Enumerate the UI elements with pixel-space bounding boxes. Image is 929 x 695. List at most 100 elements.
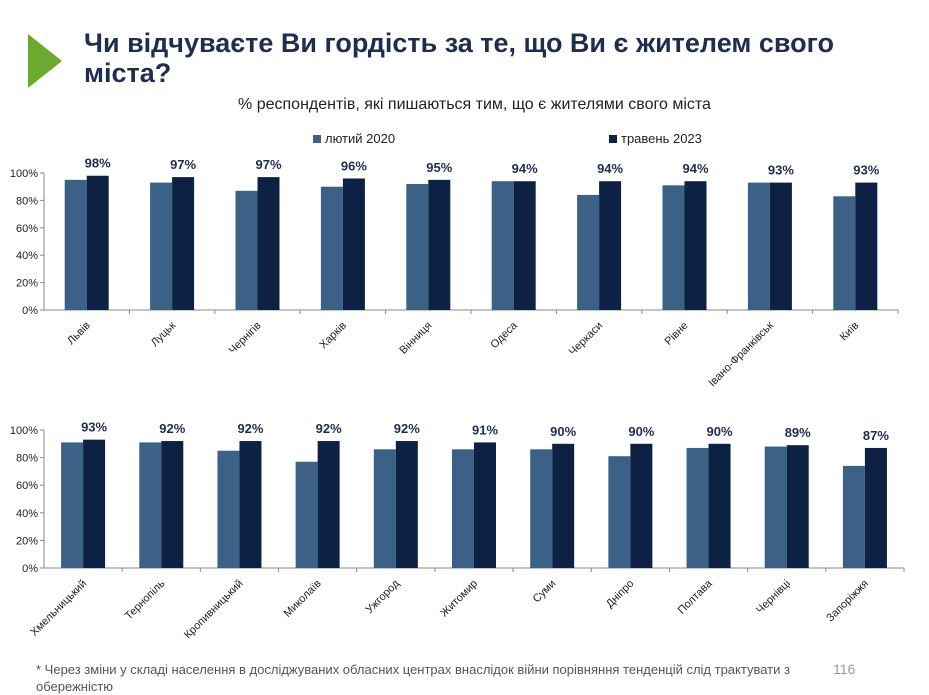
- category-label: Дніпро: [604, 578, 637, 611]
- y-tick-label: 20%: [16, 535, 38, 547]
- bar-lyutyi-2020-10: [764, 446, 787, 568]
- data-label: 92%: [316, 421, 342, 436]
- data-label: 98%: [85, 156, 111, 171]
- category-label: Хмельницький: [28, 578, 89, 639]
- page-title: Чи відчуваєте Ви гордість за те, що Ви є…: [84, 28, 834, 88]
- data-label: 90%: [707, 424, 733, 439]
- y-tick-label: 40%: [16, 250, 38, 262]
- category-label: Чернівці: [754, 578, 793, 617]
- bar-lyutyi-2020-8: [662, 185, 685, 310]
- category-label: Київ: [838, 320, 862, 344]
- category-label: Житомир: [438, 578, 480, 620]
- bar-traven-2023-1: [83, 439, 106, 568]
- data-label: 97%: [255, 157, 281, 172]
- bar-lyutyi-2020-1: [64, 179, 87, 310]
- y-tick-label: 0%: [22, 305, 38, 317]
- y-tick-label: 100%: [10, 168, 38, 180]
- category-label: Харків: [317, 320, 349, 352]
- bar-traven-2023-8: [684, 181, 707, 310]
- footnote: * Через зміни у складі населення в дослі…: [36, 662, 790, 694]
- green-arrow-icon: [28, 34, 62, 88]
- bar-lyutyi-2020-2: [150, 182, 173, 310]
- data-label: 93%: [768, 163, 794, 178]
- y-tick-label: 100%: [10, 425, 38, 437]
- bar-lyutyi-2020-9: [747, 182, 770, 310]
- data-label: 93%: [853, 163, 879, 178]
- category-label: Рівне: [662, 320, 690, 348]
- y-tick-label: 60%: [16, 480, 38, 492]
- bar-lyutyi-2020-11: [842, 465, 865, 568]
- bar-traven-2023-9: [769, 182, 792, 310]
- data-label: 92%: [394, 421, 420, 436]
- data-label: 87%: [863, 428, 889, 443]
- category-label: Вінниця: [397, 320, 434, 357]
- bar-lyutyi-2020-4: [295, 461, 318, 568]
- category-label: Суми: [531, 578, 559, 606]
- bar-traven-2023-4: [317, 441, 340, 568]
- bar-traven-2023-3: [239, 441, 262, 568]
- legend-label-2: травень 2023: [621, 131, 702, 146]
- bar-traven-2023-4: [342, 178, 365, 310]
- bar-traven-2023-2: [161, 441, 184, 568]
- category-label: Львів: [65, 320, 93, 348]
- data-label: 92%: [159, 421, 185, 436]
- bar-traven-2023-10: [855, 182, 878, 310]
- bar-traven-2023-2: [172, 177, 195, 310]
- bar-chart-top: 0% 20% 40% 60% 80% 100% 98% Львів 97% Луцьк 97% Чер…: [10, 131, 899, 390]
- bar-traven-2023-3: [257, 177, 280, 310]
- data-label: 94%: [512, 161, 538, 176]
- bar-lyutyi-2020-2: [139, 442, 162, 568]
- category-label: Ужгород: [364, 577, 403, 616]
- data-label: 96%: [341, 158, 367, 173]
- chart-subtitle: % респондентів, які пишаються тим, що є …: [238, 96, 711, 113]
- category-label: Полтава: [676, 577, 716, 617]
- y-tick-label: 60%: [16, 223, 38, 235]
- bar-traven-2023-7: [599, 181, 622, 310]
- data-label: 90%: [550, 424, 576, 439]
- bar-traven-2023-9: [708, 443, 731, 568]
- category-label: Миколаїв: [282, 578, 324, 620]
- data-label: 97%: [170, 157, 196, 172]
- bar-traven-2023-11: [864, 447, 887, 568]
- bar-lyutyi-2020-4: [320, 186, 343, 310]
- y-tick-label: 0%: [22, 563, 38, 575]
- data-label: 94%: [597, 161, 623, 176]
- data-label: 93%: [81, 420, 107, 435]
- category-label: Черкаси: [567, 320, 605, 358]
- bar-traven-2023-10: [786, 445, 809, 568]
- bar-traven-2023-1: [86, 175, 109, 310]
- y-tick-label: 80%: [16, 195, 38, 207]
- data-label: 95%: [426, 160, 452, 175]
- bar-lyutyi-2020-3: [235, 190, 258, 310]
- data-label: 92%: [237, 421, 263, 436]
- y-tick-label: 80%: [16, 453, 38, 465]
- bar-lyutyi-2020-8: [608, 456, 631, 568]
- category-label: Луцьк: [149, 320, 179, 350]
- bar-lyutyi-2020-10: [833, 196, 856, 310]
- data-label: 94%: [682, 161, 708, 176]
- bar-lyutyi-2020-9: [686, 447, 709, 568]
- data-label: 91%: [472, 422, 498, 437]
- bar-lyutyi-2020-6: [491, 181, 514, 310]
- bar-traven-2023-6: [474, 442, 496, 568]
- category-label: Кропивницький: [182, 578, 246, 642]
- bar-lyutyi-2020-7: [577, 194, 600, 310]
- page-number: 116: [833, 661, 856, 677]
- data-label: 90%: [628, 424, 654, 439]
- bar-chart-bottom: 0% 20% 40% 60% 80% 100% 93% Хмельницький 92% Терн…: [10, 420, 905, 642]
- category-label: Запоріжжя: [824, 578, 871, 625]
- bar-lyutyi-2020-5: [373, 449, 396, 568]
- category-label: Тернопіль: [123, 577, 168, 622]
- bar-traven-2023-6: [513, 181, 536, 310]
- data-label: 89%: [785, 425, 811, 440]
- bar-lyutyi-2020-3: [217, 450, 240, 568]
- category-label: Чернігів: [227, 320, 264, 357]
- category-label: Івано-Франківськ: [706, 320, 776, 390]
- bar-lyutyi-2020-6: [452, 449, 474, 568]
- bar-traven-2023-5: [395, 441, 418, 568]
- bar-lyutyi-2020-7: [530, 449, 553, 568]
- category-label: Одеса: [488, 319, 520, 351]
- y-tick-label: 20%: [16, 278, 38, 290]
- y-tick-label: 40%: [16, 508, 38, 520]
- bar-traven-2023-5: [428, 179, 451, 310]
